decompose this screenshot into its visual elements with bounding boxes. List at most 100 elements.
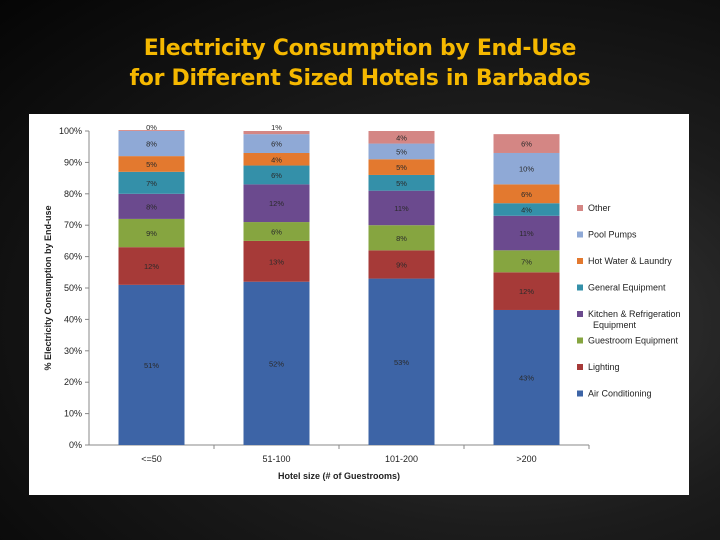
legend-swatch bbox=[577, 364, 583, 370]
data-label: 12% bbox=[144, 262, 159, 271]
legend-swatch bbox=[577, 284, 583, 291]
y-tick-label: 30% bbox=[64, 346, 82, 356]
legend-swatch bbox=[577, 205, 583, 211]
bar-segment bbox=[368, 278, 435, 445]
y-tick-label: 40% bbox=[64, 314, 82, 324]
legend-swatch bbox=[577, 311, 583, 317]
bar-segment bbox=[118, 218, 185, 248]
bar-segment bbox=[493, 203, 560, 216]
bar-segment bbox=[118, 284, 185, 445]
bar-segment bbox=[493, 250, 560, 273]
data-label: 9% bbox=[146, 229, 157, 238]
y-tick-label: 50% bbox=[64, 283, 82, 293]
data-label: 7% bbox=[521, 257, 532, 266]
bar-segment bbox=[118, 171, 185, 194]
legend-swatch bbox=[577, 337, 583, 344]
legend-label: Air Conditioning bbox=[588, 389, 652, 399]
y-tick-label: 10% bbox=[64, 409, 82, 419]
x-tick-label: 101-200 bbox=[385, 454, 418, 464]
bar-segment bbox=[368, 250, 435, 279]
bar-segment bbox=[243, 222, 310, 241]
data-label: 52% bbox=[269, 359, 284, 368]
legend-label: Pool Pumps bbox=[588, 230, 637, 240]
bar-segment bbox=[368, 159, 435, 175]
data-label: 8% bbox=[146, 202, 157, 211]
y-tick-label: 90% bbox=[64, 157, 82, 167]
bar-segment bbox=[118, 156, 185, 172]
y-axis-title: % Electricity Consumption by End-use bbox=[43, 205, 53, 370]
data-label: 5% bbox=[396, 179, 407, 188]
data-label: 12% bbox=[519, 287, 534, 296]
bar-segment bbox=[368, 143, 435, 160]
bar-segment bbox=[493, 309, 560, 445]
data-label: 11% bbox=[394, 204, 409, 213]
bar-segment bbox=[118, 130, 185, 131]
bar-segment bbox=[243, 184, 310, 223]
data-label: 5% bbox=[396, 163, 407, 172]
slide-title: Electricity Consumption by End-Use for D… bbox=[0, 34, 720, 94]
bar-segment bbox=[493, 134, 560, 153]
y-tick-label: 100% bbox=[59, 126, 82, 136]
x-tick-label: <=50 bbox=[141, 454, 162, 464]
data-label: 4% bbox=[271, 155, 282, 164]
data-label: 5% bbox=[146, 160, 157, 169]
slide-title-line2: for Different Sized Hotels in Barbados bbox=[129, 66, 591, 91]
legend-label: Kitchen & Refrigeration Equipment bbox=[588, 309, 681, 330]
data-label: 6% bbox=[521, 190, 532, 199]
data-label: 5% bbox=[396, 147, 407, 156]
bar-segment bbox=[118, 193, 185, 219]
stacked-bar-chart: 0% 10% 20% 30% 40% 50% 60% 70% 80% 90% 100% 51% 12% 9… bbox=[43, 123, 681, 481]
legend-swatch bbox=[577, 231, 583, 238]
legend-label: General Equipment bbox=[588, 283, 666, 293]
y-tick-label: 0% bbox=[69, 440, 82, 450]
data-label: 4% bbox=[521, 206, 532, 215]
legend-swatch bbox=[577, 258, 583, 264]
data-label: 8% bbox=[396, 234, 407, 243]
bar-segment bbox=[493, 272, 560, 310]
data-label: 8% bbox=[146, 140, 157, 149]
legend-swatch bbox=[577, 390, 583, 397]
x-tick-label: >200 bbox=[516, 454, 536, 464]
bar-segment bbox=[243, 240, 310, 282]
data-label: 11% bbox=[519, 229, 534, 238]
y-tick-label: 20% bbox=[64, 377, 82, 387]
legend-label: Lighting bbox=[588, 362, 620, 372]
y-tick-label: 80% bbox=[64, 189, 82, 199]
bar-segment bbox=[368, 174, 435, 191]
data-label: 12% bbox=[269, 199, 284, 208]
bar-segment bbox=[243, 131, 310, 135]
data-label: 6% bbox=[271, 171, 282, 180]
data-label: 4% bbox=[396, 133, 407, 142]
data-label: 6% bbox=[521, 140, 532, 149]
bar-segment bbox=[243, 152, 310, 166]
bar-segment bbox=[243, 134, 310, 153]
chart-panel: 0% 10% 20% 30% 40% 50% 60% 70% 80% 90% 100% 51% 12% 9… bbox=[29, 114, 689, 495]
bar-segment bbox=[493, 215, 560, 251]
x-axis-title: Hotel size (# of Guestrooms) bbox=[278, 471, 400, 481]
data-label: 51% bbox=[144, 361, 159, 370]
data-label: 7% bbox=[146, 179, 157, 188]
data-label: 9% bbox=[396, 260, 407, 269]
bar-segment bbox=[368, 225, 435, 251]
bar-segment bbox=[118, 131, 185, 157]
bar-segment bbox=[493, 152, 560, 185]
legend-label: Other bbox=[588, 203, 611, 213]
bar-segment bbox=[493, 184, 560, 204]
data-label: 6% bbox=[271, 227, 282, 236]
data-label: 13% bbox=[269, 257, 284, 266]
data-label: 1% bbox=[271, 123, 282, 132]
bar-segment bbox=[243, 281, 310, 445]
legend-label: Hot Water & Laundry bbox=[588, 256, 672, 266]
data-label: 10% bbox=[519, 165, 534, 174]
slide-title-line1: Electricity Consumption by End-Use bbox=[143, 36, 577, 61]
data-label: 43% bbox=[519, 373, 534, 382]
y-tick-label: 70% bbox=[64, 220, 82, 230]
data-label: 53% bbox=[394, 358, 409, 367]
bar-segment bbox=[368, 131, 435, 144]
legend-label: Guestroom Equipment bbox=[588, 336, 679, 346]
bar-segment bbox=[243, 165, 310, 185]
bar-segment bbox=[368, 190, 435, 226]
y-tick-label: 60% bbox=[64, 252, 82, 262]
data-label: 0% bbox=[146, 123, 157, 132]
x-tick-label: 51-100 bbox=[262, 454, 290, 464]
